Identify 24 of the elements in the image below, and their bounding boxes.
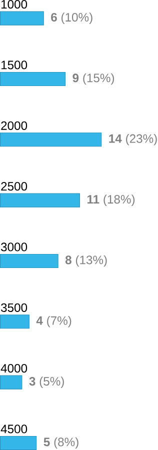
data-label: 9 (15%) <box>72 73 114 85</box>
data-label: 8 (13%) <box>66 255 107 267</box>
data-label: 14 (23%) <box>109 134 158 146</box>
bar <box>0 436 37 450</box>
y-tick-label: 2000 <box>1 121 28 130</box>
y-tick-label: 3500 <box>1 303 28 312</box>
y-tick-label: 1000 <box>2 0 28 9</box>
y-tick-label: 4000 <box>1 364 28 373</box>
bar <box>0 11 44 26</box>
bar <box>0 254 59 268</box>
bar <box>0 72 66 86</box>
bar <box>0 375 22 390</box>
y-tick-label: 1500 <box>2 60 28 70</box>
bar <box>0 314 30 329</box>
bar <box>0 132 102 147</box>
data-label: 5 (8%) <box>44 437 79 449</box>
y-tick-label: 3000 <box>1 242 28 252</box>
data-label: 3 (5%) <box>29 376 64 388</box>
y-tick-label: 2500 <box>1 182 28 191</box>
data-label: 6 (10%) <box>51 12 93 24</box>
y-tick-label: 4500 <box>1 424 28 434</box>
data-label: 11 (18%) <box>88 194 135 206</box>
data-label: 4 (7%) <box>36 316 72 328</box>
bar <box>0 193 80 208</box>
